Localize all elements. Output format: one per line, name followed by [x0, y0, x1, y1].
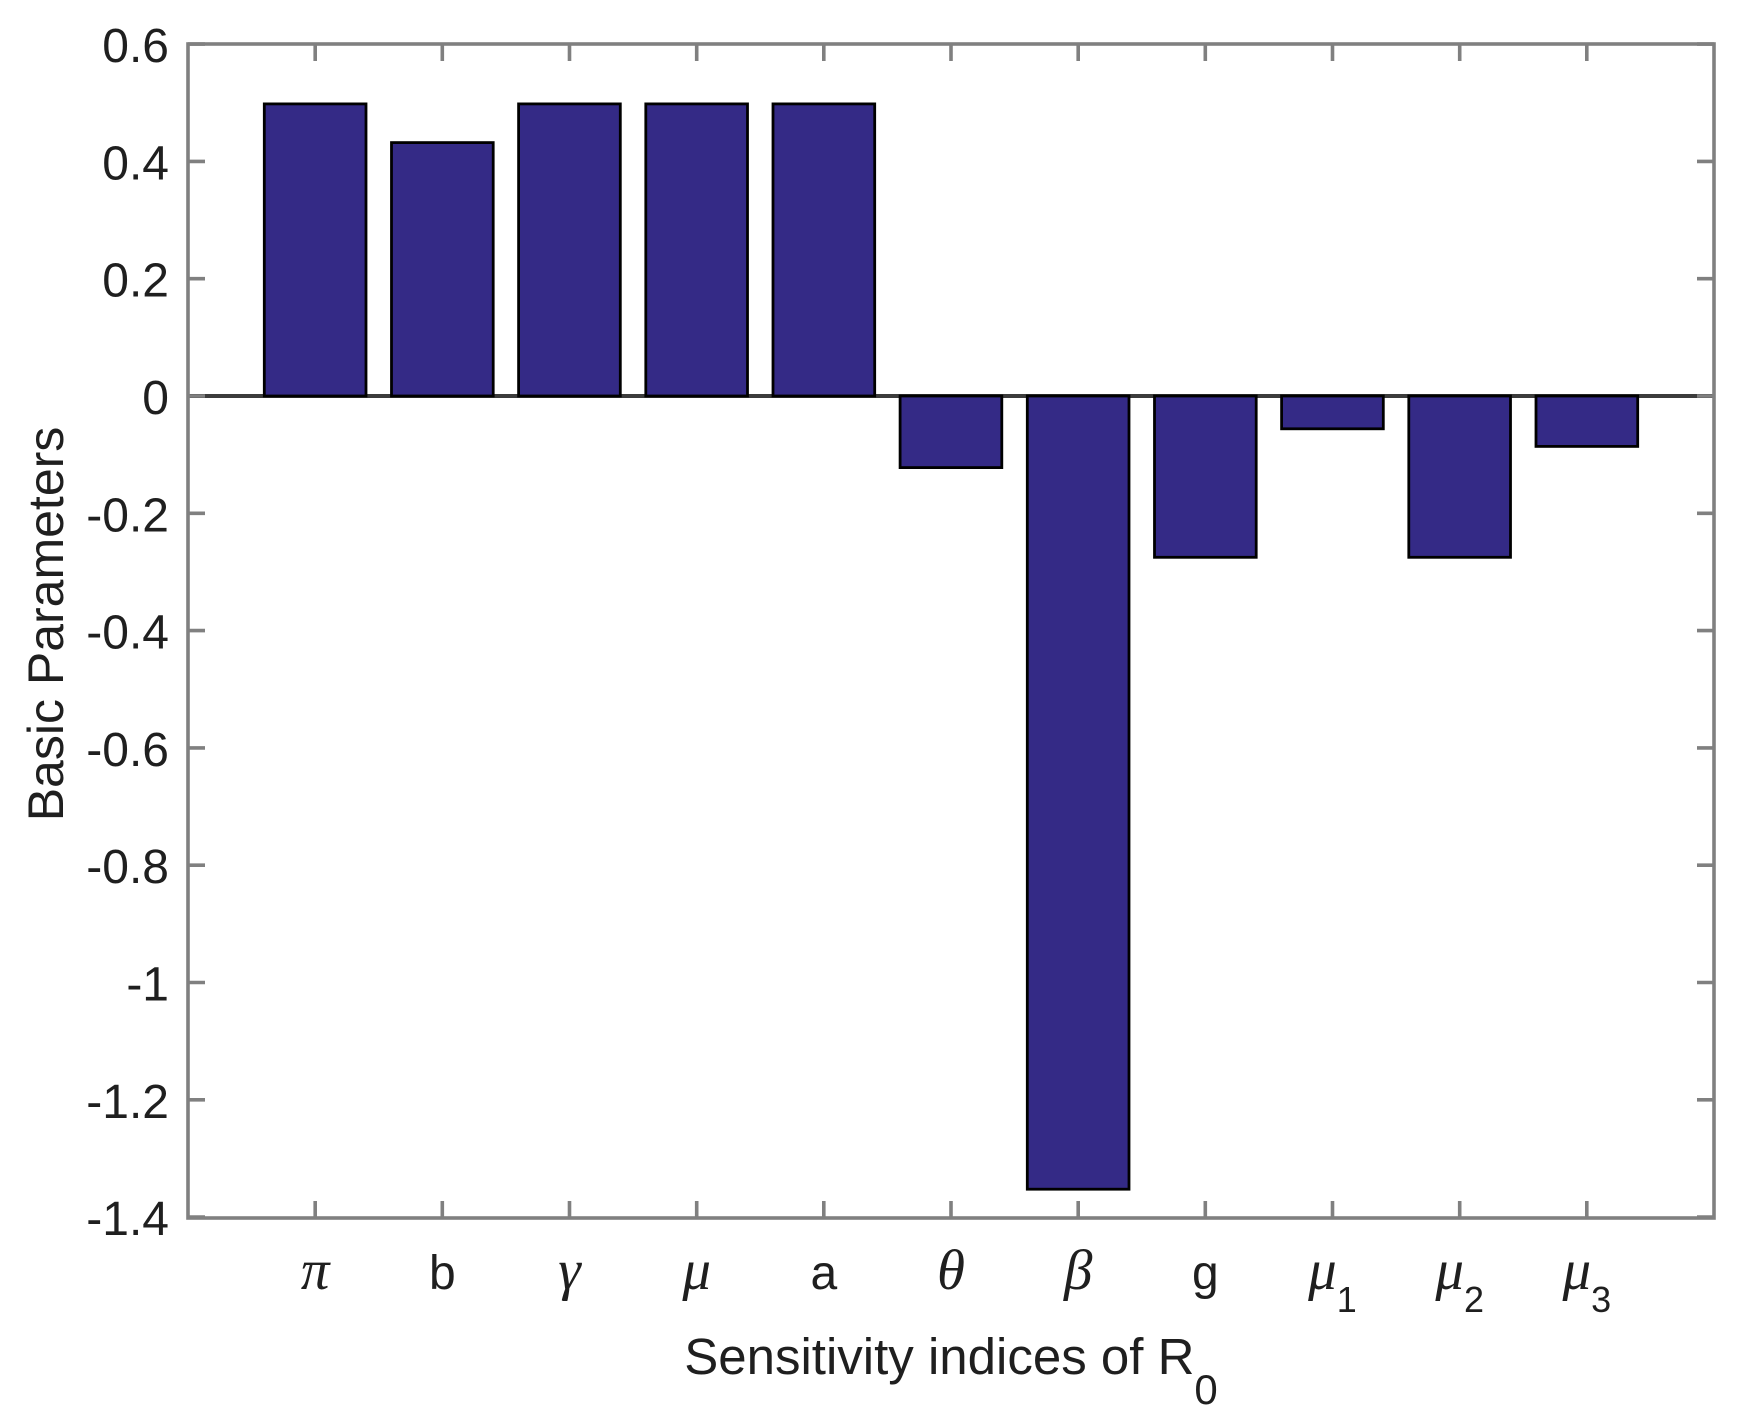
svg-text:-0.8: -0.8 — [86, 841, 169, 894]
svg-text:g: g — [1192, 1247, 1219, 1300]
svg-text:Basic Parameters: Basic Parameters — [18, 427, 74, 822]
svg-text:0.6: 0.6 — [102, 20, 169, 73]
svg-text:μ3: μ3 — [1561, 1239, 1611, 1320]
svg-text:a: a — [810, 1247, 837, 1300]
svg-text:π: π — [301, 1239, 331, 1302]
svg-text:-1.4: -1.4 — [86, 1193, 169, 1246]
svg-text:β: β — [1063, 1239, 1093, 1302]
svg-text:θ: θ — [937, 1239, 965, 1302]
svg-text:μ: μ — [681, 1239, 711, 1302]
svg-text:0.4: 0.4 — [102, 137, 169, 190]
svg-text:0.2: 0.2 — [102, 255, 169, 308]
svg-text:0: 0 — [142, 372, 169, 425]
svg-text:γ: γ — [558, 1239, 582, 1302]
svg-text:-0.4: -0.4 — [86, 607, 169, 660]
svg-text:μ2: μ2 — [1434, 1239, 1484, 1320]
svg-text:-0.6: -0.6 — [86, 724, 169, 777]
svg-text:-1: -1 — [126, 959, 169, 1012]
svg-text:μ1: μ1 — [1307, 1239, 1357, 1320]
svg-text:-0.2: -0.2 — [86, 489, 169, 542]
svg-text:b: b — [429, 1247, 456, 1300]
svg-text:-1.2: -1.2 — [86, 1076, 169, 1129]
